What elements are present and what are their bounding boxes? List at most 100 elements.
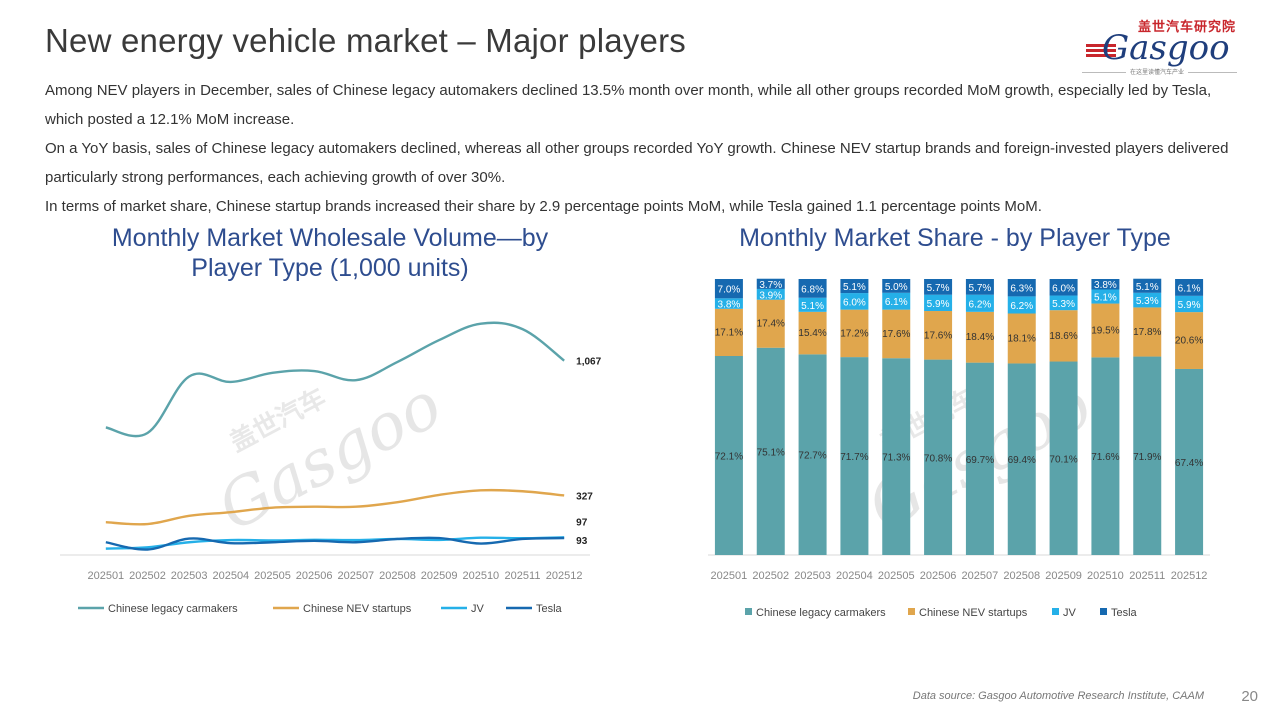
bar-segment bbox=[1007, 363, 1036, 555]
bar-segment bbox=[965, 294, 994, 312]
bar-x-tick-label: 202509 bbox=[1045, 570, 1082, 582]
bar-data-label: 19.5% bbox=[1091, 325, 1119, 336]
line-end-label: 1,067 bbox=[576, 357, 601, 368]
bar-x-tick-label: 202502 bbox=[752, 570, 789, 582]
gasgoo-logo: 盖世汽车研究院 Gasgoo 在这里读懂汽车产业 bbox=[1082, 14, 1242, 80]
bar-data-label: 17.4% bbox=[757, 319, 785, 330]
bar-segment bbox=[840, 357, 869, 555]
bar-segment bbox=[924, 279, 953, 295]
line-x-tick-label: 202503 bbox=[171, 570, 208, 582]
line-x-tick-label: 202508 bbox=[379, 570, 416, 582]
bar-data-label: 6.8% bbox=[801, 284, 824, 295]
line-series-0 bbox=[105, 321, 565, 438]
bar-data-label: 72.1% bbox=[715, 452, 743, 463]
line-legend-label: Chinese NEV startups bbox=[303, 603, 412, 615]
summary-paragraph-1: Among NEV players in December, sales of … bbox=[45, 82, 1212, 128]
bar-segment bbox=[840, 293, 869, 310]
bar-segment bbox=[1175, 368, 1204, 555]
page-title: New energy vehicle market – Major player… bbox=[45, 22, 686, 59]
page-number: 20 bbox=[1241, 688, 1258, 705]
bar-segment bbox=[756, 347, 785, 555]
bar-data-label: 70.1% bbox=[1049, 454, 1077, 465]
bar-segment bbox=[1175, 279, 1204, 296]
bar-segment bbox=[1133, 278, 1162, 293]
line-x-tick-label: 202512 bbox=[546, 570, 583, 582]
bar-x-tick-label: 202507 bbox=[962, 570, 999, 582]
line-chart-title-line1: Monthly Market Wholesale Volume—by bbox=[111, 224, 549, 252]
bar-segment bbox=[1133, 292, 1162, 308]
line-x-tick-label: 202506 bbox=[296, 570, 333, 582]
bar-data-label: 72.7% bbox=[798, 451, 826, 462]
bar-data-label: 69.7% bbox=[966, 455, 994, 466]
bar-segment bbox=[1133, 307, 1162, 357]
bar-x-tick-label: 202506 bbox=[920, 570, 957, 582]
bar-segment bbox=[882, 279, 911, 293]
bar-data-label: 17.1% bbox=[715, 327, 743, 338]
bar-x-tick-label: 202510 bbox=[1087, 570, 1124, 582]
bar-segment bbox=[714, 356, 743, 555]
bar-legend-label: Chinese NEV startups bbox=[919, 607, 1028, 619]
bar-segment bbox=[714, 279, 743, 299]
bar-chart-title: Monthly Market Share - by Player Type bbox=[739, 224, 1171, 252]
bar-data-label: 5.1% bbox=[1094, 293, 1117, 304]
bar-data-label: 3.9% bbox=[759, 290, 782, 301]
line-end-label: 93 bbox=[576, 536, 588, 547]
bar-data-label: 71.7% bbox=[840, 452, 868, 463]
bar-data-label: 3.7% bbox=[759, 280, 782, 291]
bar-data-label: 70.8% bbox=[924, 453, 952, 464]
bar-segment bbox=[756, 288, 785, 300]
bar-segment bbox=[840, 279, 869, 294]
bar-segment bbox=[965, 362, 994, 555]
line-end-label: 327 bbox=[576, 491, 593, 502]
bar-segment bbox=[1007, 313, 1036, 364]
bar-data-label: 6.2% bbox=[1010, 301, 1033, 312]
bar-data-label: 5.9% bbox=[1178, 300, 1201, 311]
bar-segment bbox=[1049, 295, 1078, 311]
bar-segment bbox=[1007, 296, 1036, 314]
bar-segment bbox=[798, 297, 827, 312]
bar-segment bbox=[1091, 279, 1120, 290]
bar-x-tick-label: 202503 bbox=[794, 570, 831, 582]
bar-data-label: 3.8% bbox=[718, 300, 741, 311]
bar-segment bbox=[840, 309, 869, 358]
bar-segment bbox=[1133, 356, 1162, 555]
line-x-tick-label: 202511 bbox=[505, 570, 541, 582]
bar-data-label: 67.4% bbox=[1175, 458, 1203, 469]
bar-x-tick-label: 202512 bbox=[1171, 570, 1208, 582]
bar-segment bbox=[1049, 310, 1078, 362]
bar-segment bbox=[714, 298, 743, 309]
bar-segment bbox=[798, 279, 827, 298]
bar-data-label: 5.9% bbox=[927, 299, 950, 310]
line-x-tick-label: 202509 bbox=[421, 570, 458, 582]
bar-data-label: 5.7% bbox=[969, 283, 992, 294]
line-x-tick-label: 202504 bbox=[212, 570, 249, 582]
bar-data-label: 18.6% bbox=[1049, 331, 1077, 342]
bar-legend-swatch bbox=[908, 608, 915, 615]
summary-text: Among NEV players in December, sales of … bbox=[45, 76, 1245, 221]
bar-segment bbox=[882, 292, 911, 310]
bar-data-label: 7.0% bbox=[718, 285, 741, 296]
bar-segment bbox=[1007, 279, 1036, 297]
logo-stripes-icon bbox=[1086, 44, 1116, 60]
bar-data-label: 69.4% bbox=[1008, 455, 1036, 466]
bar-segment bbox=[798, 311, 827, 355]
bar-legend-label: Chinese legacy carmakers bbox=[756, 607, 886, 619]
bar-segment bbox=[714, 308, 743, 357]
bar-legend-swatch bbox=[745, 608, 752, 615]
bar-data-label: 71.9% bbox=[1133, 452, 1161, 463]
bar-x-tick-label: 202501 bbox=[711, 570, 748, 582]
data-source: Data source: Gasgoo Automotive Research … bbox=[912, 690, 1204, 702]
summary-paragraph-2: On a YoY basis, sales of Chinese legacy … bbox=[45, 140, 1229, 186]
bar-x-tick-label: 202505 bbox=[878, 570, 915, 582]
bar-segment bbox=[1091, 289, 1120, 304]
line-legend-label: JV bbox=[471, 603, 485, 615]
bar-segment bbox=[798, 354, 827, 555]
bar-legend-swatch bbox=[1052, 608, 1059, 615]
logo-wordmark: Gasgoo bbox=[1102, 28, 1230, 68]
bar-data-label: 6.2% bbox=[969, 299, 992, 310]
bar-data-label: 5.1% bbox=[843, 282, 866, 293]
bar-segment bbox=[1049, 279, 1078, 296]
bar-data-label: 71.6% bbox=[1091, 452, 1119, 463]
